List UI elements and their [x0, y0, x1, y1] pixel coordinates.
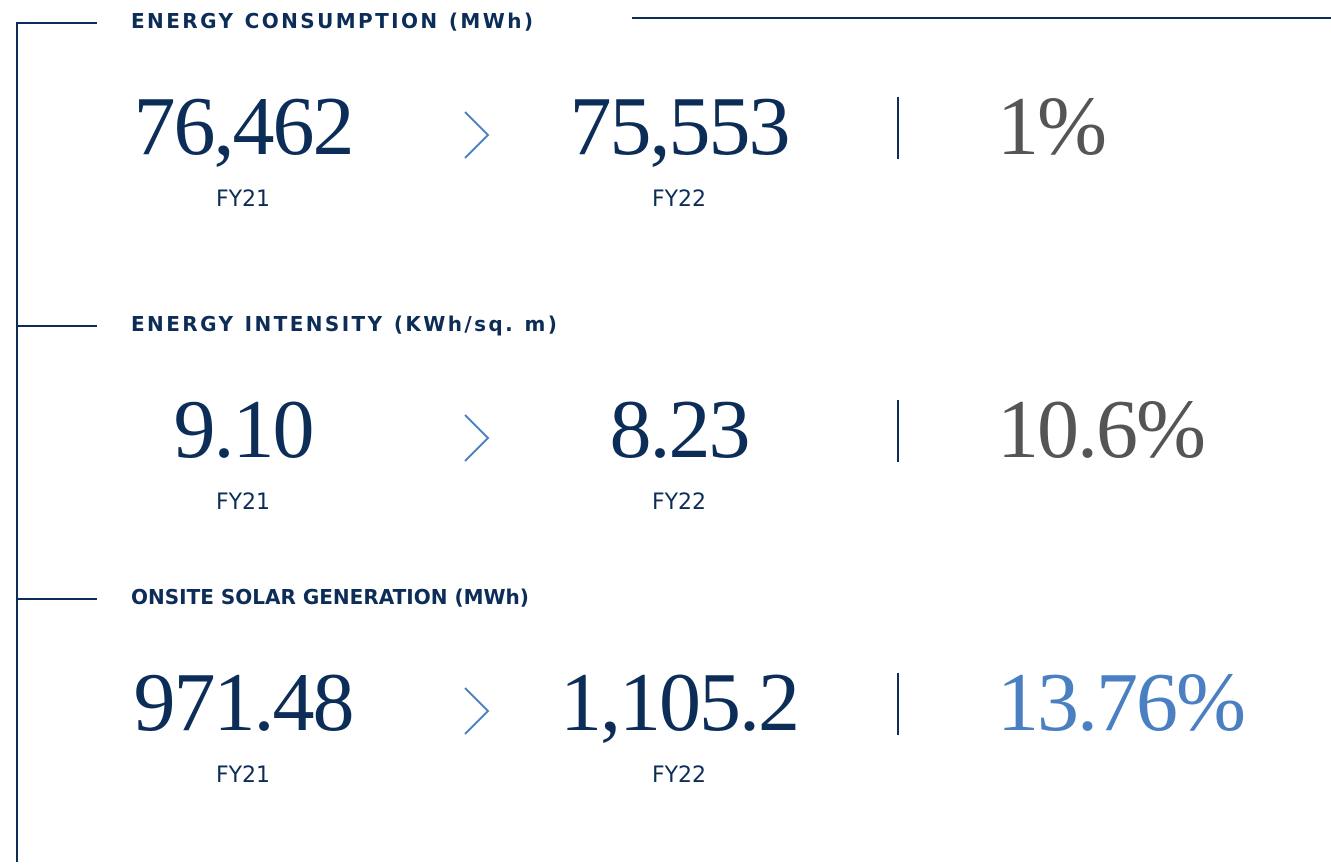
chevron-icon: [464, 111, 490, 159]
divider: [897, 673, 899, 735]
section: ENERGY INTENSITY (KWh/sq. m) 9.10 FY21 8.23…: [0, 312, 1331, 595]
section-title: ENERGY INTENSITY (KWh/sq. m): [131, 312, 584, 336]
change-value: 13.76%: [997, 656, 1246, 749]
from-value: 76,462: [133, 80, 355, 173]
from-value: 971.48: [133, 656, 355, 749]
section-tick: [16, 598, 97, 600]
divider: [897, 400, 899, 462]
section-title: ONSITE SOLAR GENERATION (MWh): [131, 585, 553, 609]
section-tick: [16, 325, 97, 327]
divider: [897, 97, 899, 159]
section: ENERGY CONSUMPTION (MWh) 76,462 FY21 75,553…: [0, 9, 1331, 292]
from-label: FY21: [215, 763, 271, 788]
section-title: ENERGY CONSUMPTION (MWh): [131, 9, 560, 33]
from-label: FY21: [215, 187, 271, 212]
section-tick: [16, 22, 97, 24]
change-value: 10.6%: [997, 383, 1206, 476]
timeline-line: [16, 22, 18, 862]
to-label: FY22: [651, 763, 707, 788]
to-label: FY22: [651, 187, 707, 212]
chevron-icon: [464, 414, 490, 462]
top-rule: [632, 17, 1331, 19]
change-value: 1%: [997, 80, 1107, 173]
chevron-icon: [464, 687, 490, 735]
section: ONSITE SOLAR GENERATION (MWh) 971.48 FY21 1…: [0, 585, 1331, 868]
from-value: 9.10: [173, 383, 315, 476]
from-label: FY21: [215, 490, 271, 515]
to-value: 75,553: [569, 80, 791, 173]
to-value: 1,105.2: [560, 656, 800, 749]
to-value: 8.23: [609, 383, 751, 476]
to-label: FY22: [651, 490, 707, 515]
